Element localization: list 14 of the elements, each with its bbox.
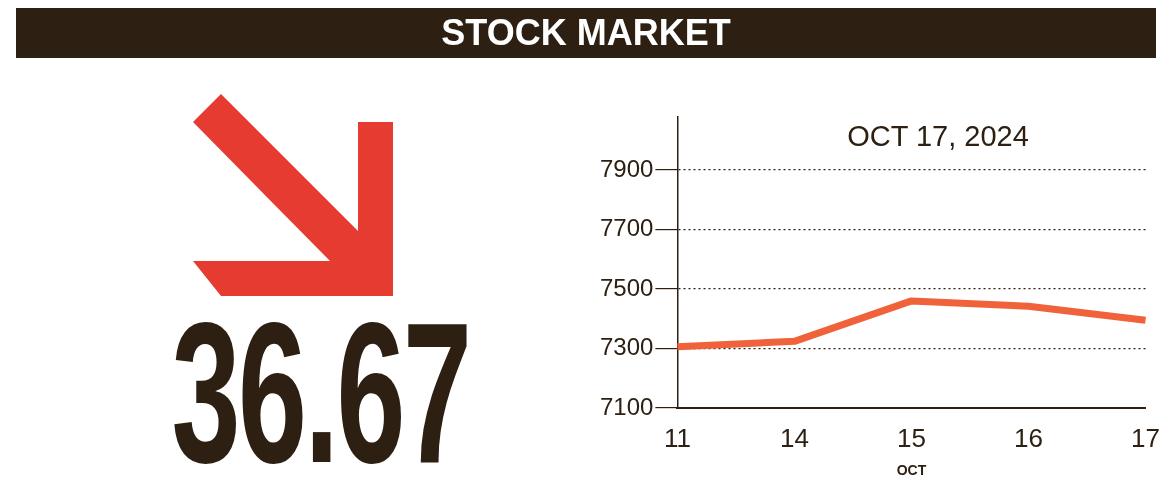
y-tick-label: 7100: [600, 392, 654, 420]
chart-subtitle: OCT 17, 2024: [846, 120, 1030, 153]
x-tick-label: 17: [1131, 422, 1160, 453]
y-tick-label: 7700: [600, 214, 654, 242]
x-tick-label: 14: [779, 422, 809, 453]
chart-title: STOCK MARKET: [16, 8, 1156, 58]
y-tick-label: 7500: [600, 273, 654, 301]
x-tick-label: 16: [1014, 422, 1043, 453]
x-tick-label: 15: [897, 422, 926, 453]
y-tick-label: 7300: [600, 333, 654, 361]
text: 36.67: [171, 281, 470, 500]
x-tick-label: 11: [663, 422, 691, 453]
x-axis-title: OCT: [896, 462, 927, 479]
y-tick-label: 7900: [600, 154, 654, 182]
